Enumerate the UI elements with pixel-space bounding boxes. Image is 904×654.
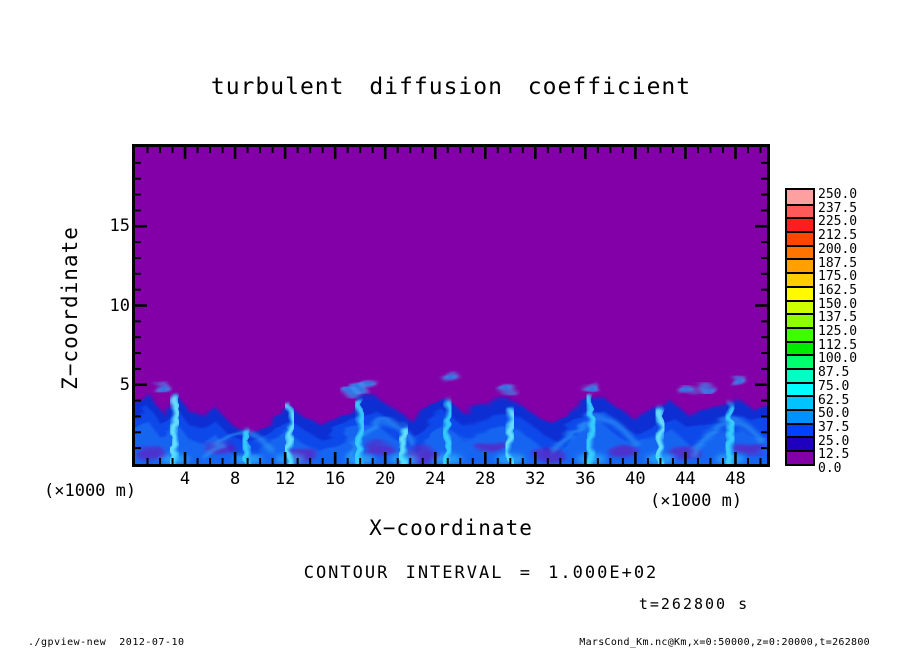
colorbar-cell <box>787 450 813 464</box>
z-axis-tick-labels: 5 10 15 <box>88 0 130 654</box>
x-tick-label: 24 <box>424 469 446 489</box>
z-tick-label: 5 <box>119 374 130 395</box>
colorbar-tick-label: 187.5 <box>818 255 858 271</box>
axis-ticks <box>135 147 767 464</box>
contour-field-svg <box>135 147 767 464</box>
colorbar-tick-label: 250.0 <box>818 187 858 202</box>
colorbar-tick-label: 137.5 <box>818 310 858 326</box>
colorbar-tick-label: 50.0 <box>818 406 850 422</box>
colorbar-tick-label: 212.5 <box>818 228 858 244</box>
colorbar-cell <box>787 381 813 396</box>
colorbar-tick-label: 100.0 <box>818 351 858 367</box>
x-axis-label: X−coordinate <box>369 516 533 540</box>
colorbar-cell <box>787 395 813 409</box>
colorbar-cell <box>787 190 813 204</box>
colorbar-tick-label: 87.5 <box>818 365 850 381</box>
colorbar-cell <box>787 217 813 232</box>
colorbar-cell <box>787 299 813 314</box>
x-tick-label: 48 <box>725 469 746 489</box>
x-axis-unit: (×1000 m) <box>650 491 743 511</box>
colorbar-tick-label: 225.0 <box>818 214 858 230</box>
colorbar-cell <box>787 409 813 423</box>
colorbar-cell <box>787 258 813 273</box>
colorbar-tick-label: 162.5 <box>818 282 858 298</box>
x-tick-label: 40 <box>625 469 646 489</box>
colorbar-cell <box>787 231 813 245</box>
footer-dataset-info: MarsCond_Km.nc@Km,x=0:50000,z=0:20000,t=… <box>579 637 870 648</box>
x-tick-label: 8 <box>229 469 241 489</box>
colorbar-tick-label: 25.0 <box>818 433 850 449</box>
colorbar-tick-label: 12.5 <box>818 447 850 463</box>
x-tick-label: 4 <box>179 469 191 489</box>
colorbar-cell <box>787 422 813 437</box>
time-annotation: t=262800 s <box>638 595 750 613</box>
z-tick-label: 10 <box>109 295 130 316</box>
colorbar-tick-label: 200.0 <box>818 241 858 257</box>
x-tick-label: 28 <box>475 469 496 489</box>
colorbar-tick-label: 0.0 <box>818 461 842 476</box>
turbulence-field <box>135 147 767 464</box>
colorbar-tick-label: 75.0 <box>818 378 850 394</box>
colorbar-tick-labels: 250.0 237.5 225.0 212.5 200.0 187.5 175.0 162.5… <box>818 0 870 654</box>
colorbar-cell <box>787 436 813 451</box>
colorbar <box>785 188 815 466</box>
colorbar-cell <box>787 340 813 355</box>
colorbar-cell <box>787 272 813 286</box>
colorbar-tick-label: 175.0 <box>818 269 858 285</box>
colorbar-tick-label: 150.0 <box>818 296 858 312</box>
x-tick-label: 20 <box>374 469 396 489</box>
footer-command-line: ./gpview-new 2012-07-10 <box>28 637 185 648</box>
colorbar-cell <box>787 354 813 368</box>
colorbar-tick-label: 237.5 <box>818 200 858 216</box>
colorbar-tick-label: 37.5 <box>818 419 850 435</box>
x-tick-label: 44 <box>675 469 696 489</box>
x-tick-label: 32 <box>525 469 546 489</box>
z-tick-label: 15 <box>109 216 130 237</box>
z-axis-unit: (×1000 m) <box>44 481 137 501</box>
colorbar-cell <box>787 326 813 341</box>
plot-area <box>132 144 770 467</box>
colorbar-cell <box>787 313 813 327</box>
x-tick-label: 36 <box>575 469 596 489</box>
colorbar-cell <box>787 203 813 218</box>
colorbar-tick-label: 62.5 <box>818 392 850 408</box>
x-tick-label: 12 <box>274 469 296 489</box>
x-tick-label: 16 <box>324 469 346 489</box>
colorbar-tick-label: 112.5 <box>818 337 858 353</box>
colorbar-cell <box>787 367 813 382</box>
contour-interval-note: CONTOUR INTERVAL = 1.000E+02 <box>303 563 659 583</box>
colorbar-cell <box>787 285 813 300</box>
x-axis-tick-labels: 4 8 12 16 20 24 28 32 36 40 44 48 <box>0 468 904 492</box>
z-axis-label: Z−coordinate <box>58 226 82 390</box>
colorbar-tick-label: 125.0 <box>818 324 858 339</box>
plot-title: turbulent diffusion coefficient <box>210 74 692 100</box>
colorbar-cell <box>787 244 813 259</box>
